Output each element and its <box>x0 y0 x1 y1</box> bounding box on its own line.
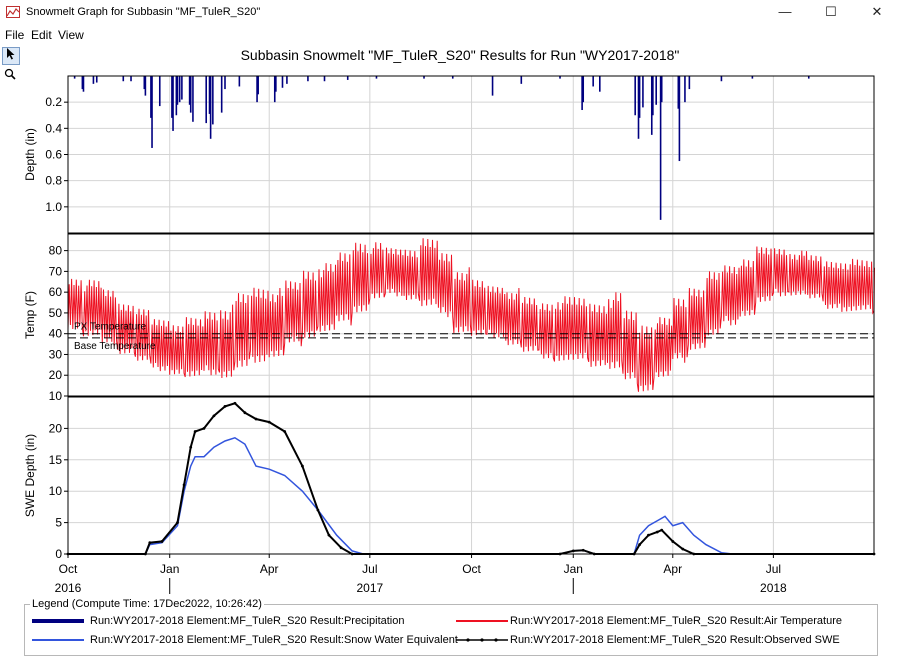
menu-view[interactable]: View <box>58 28 84 42</box>
observed-swe-marker <box>327 533 331 537</box>
observed-swe-marker <box>193 430 197 433</box>
y-tick-label: 5 <box>55 516 62 530</box>
observed-swe-marker <box>212 414 216 418</box>
y-axis-label: Depth (in) <box>23 128 37 181</box>
x-tick-label: Oct <box>462 562 481 576</box>
y-tick-label: 0.2 <box>45 95 62 109</box>
observed-swe-marker <box>254 417 258 421</box>
y-tick-label: 20 <box>49 421 63 435</box>
observed-swe-marker <box>681 547 685 551</box>
observed-swe-marker <box>339 546 343 550</box>
y-tick-label: 10 <box>49 389 63 403</box>
menu-bar: File Edit View <box>0 26 900 44</box>
observed-swe-marker <box>233 401 237 405</box>
legend-swatch-precipitation <box>32 619 84 623</box>
observed-swe-marker <box>571 549 575 553</box>
observed-swe-marker <box>148 541 152 545</box>
legend-swatch-air-temperature <box>456 620 508 622</box>
observed-swe-marker <box>638 543 642 546</box>
tool-strip <box>0 44 20 604</box>
legend-label-swe: Run:WY2017-2018 Element:MF_TuleR_S20 Res… <box>90 634 458 646</box>
x-year-label: 2017 <box>356 581 383 595</box>
x-tick-label: Jul <box>766 562 781 576</box>
y-axis-label: Temp (F) <box>23 291 37 339</box>
legend-swatch-swe <box>32 639 84 641</box>
y-axis-label: SWE Depth (in) <box>23 434 37 517</box>
close-button[interactable]: ✕ <box>871 4 883 19</box>
panel-frame <box>67 75 875 234</box>
y-tick-label: 20 <box>49 368 63 382</box>
y-tick-label: 0 <box>55 547 62 561</box>
minimize-button[interactable]: — <box>778 4 792 19</box>
observed-swe-marker <box>176 521 179 524</box>
observed-swe-marker <box>189 445 193 449</box>
legend-label-air-temperature: Run:WY2017-2018 Element:MF_TuleR_S20 Res… <box>510 615 842 627</box>
legend <box>24 604 878 656</box>
observed-swe-marker <box>202 427 206 430</box>
observed-swe-marker <box>300 464 304 468</box>
legend-label-precipitation: Run:WY2017-2018 Element:MF_TuleR_S20 Res… <box>90 615 405 627</box>
x-tick-label: Jul <box>362 562 377 576</box>
observed-swe-marker <box>223 405 227 408</box>
x-year-label: 2018 <box>760 581 787 595</box>
pointer-icon[interactable] <box>2 47 20 65</box>
y-tick-label: 40 <box>49 327 63 341</box>
observed-swe-marker <box>581 548 585 552</box>
observed-swe-marker <box>182 483 186 487</box>
x-tick-label: Apr <box>260 562 279 576</box>
panel-frame <box>67 233 875 397</box>
observed-swe-marker <box>283 430 287 433</box>
observed-swe-marker <box>267 420 271 424</box>
menu-edit[interactable]: Edit <box>31 28 52 42</box>
y-tick-label: 1.0 <box>45 200 62 214</box>
y-tick-label: 80 <box>49 244 63 258</box>
y-tick-label: 10 <box>49 484 63 498</box>
app-icon <box>6 6 20 18</box>
y-tick-label: 0.8 <box>45 174 62 188</box>
window-title: Snowmelt Graph for Subbasin "MF_TuleR_S2… <box>26 6 261 18</box>
y-tick-label: 15 <box>49 453 63 467</box>
observed-swe-marker <box>160 540 164 543</box>
observed-swe-marker <box>243 411 247 415</box>
legend-swatch-observed-swe <box>456 638 508 642</box>
px-temperature-label: PX Temperature <box>74 322 147 333</box>
x-year-label: 2016 <box>55 581 82 595</box>
air-temperature-line <box>67 238 875 392</box>
maximize-button[interactable]: ☐ <box>825 4 837 19</box>
observed-swe-marker <box>316 508 320 512</box>
y-tick-label: 0.6 <box>45 148 62 162</box>
x-tick-label: Jan <box>564 562 583 576</box>
observed-swe-marker <box>647 533 650 537</box>
y-tick-label: 50 <box>49 306 63 320</box>
observed-swe-marker <box>655 530 659 534</box>
x-tick-label: Jan <box>160 562 179 576</box>
x-tick-label: Oct <box>59 562 78 576</box>
title-bar: Snowmelt Graph for Subbasin "MF_TuleR_S2… <box>0 0 900 26</box>
base-temperature-label: Base Temperature <box>74 341 156 352</box>
legend-label-observed-swe: Run:WY2017-2018 Element:MF_TuleR_S20 Res… <box>510 634 840 646</box>
observed-swe-marker <box>660 528 664 532</box>
observed-swe-line <box>68 402 874 555</box>
menu-file[interactable]: File <box>5 28 25 42</box>
x-tick-label: Apr <box>663 562 682 576</box>
legend-caption: Legend (Compute Time: 17Dec2022, 10:26:4… <box>30 598 264 610</box>
observed-swe-marker <box>671 540 675 543</box>
swe-line <box>68 436 874 555</box>
zoom-icon[interactable] <box>2 68 18 84</box>
y-tick-label: 30 <box>49 347 63 361</box>
y-tick-label: 60 <box>49 285 63 299</box>
y-tick-label: 0.4 <box>45 121 62 135</box>
y-tick-label: 70 <box>49 264 63 278</box>
chart-title: Subbasin Snowmelt "MF_TuleR_S20" Results… <box>240 47 680 63</box>
